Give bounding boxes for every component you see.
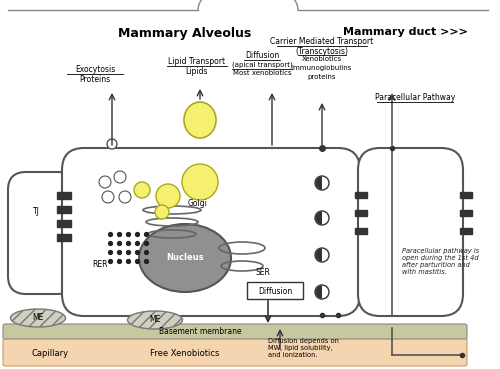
Text: Carrier Mediated Transport: Carrier Mediated Transport: [270, 37, 374, 46]
Text: SER: SER: [256, 268, 271, 277]
Ellipse shape: [119, 191, 131, 203]
Bar: [460, 228, 472, 234]
FancyBboxPatch shape: [62, 148, 360, 316]
Text: Diffusion: Diffusion: [258, 286, 292, 296]
Text: Basement membrane: Basement membrane: [158, 328, 242, 337]
FancyBboxPatch shape: [8, 172, 76, 294]
FancyBboxPatch shape: [358, 148, 463, 316]
Ellipse shape: [155, 205, 169, 219]
Ellipse shape: [182, 164, 218, 200]
Ellipse shape: [156, 184, 180, 208]
Bar: [355, 192, 367, 198]
Text: Lipid Transport: Lipid Transport: [168, 57, 226, 66]
Text: (apical transport): (apical transport): [232, 61, 292, 68]
Ellipse shape: [139, 224, 231, 292]
Ellipse shape: [315, 285, 329, 299]
Ellipse shape: [315, 248, 329, 262]
Text: Nucleus: Nucleus: [166, 254, 204, 262]
Text: Diffusion: Diffusion: [245, 51, 279, 60]
Text: TJ: TJ: [33, 207, 40, 217]
Ellipse shape: [10, 309, 66, 327]
Ellipse shape: [128, 311, 182, 329]
Text: Mammary Alveolus: Mammary Alveolus: [118, 27, 252, 40]
FancyBboxPatch shape: [3, 324, 467, 339]
Text: Golgi: Golgi: [188, 199, 208, 208]
Text: Proteins: Proteins: [80, 75, 110, 84]
Text: Free Xenobiotics: Free Xenobiotics: [150, 348, 220, 358]
Bar: [57, 234, 71, 241]
Text: ME: ME: [150, 315, 160, 324]
Ellipse shape: [315, 211, 329, 225]
Ellipse shape: [184, 102, 216, 138]
Bar: [355, 228, 367, 234]
FancyBboxPatch shape: [247, 282, 303, 299]
Ellipse shape: [315, 176, 329, 190]
Ellipse shape: [99, 176, 111, 188]
Text: proteins: proteins: [308, 74, 336, 80]
Ellipse shape: [134, 182, 150, 198]
Bar: [460, 210, 472, 216]
Text: Mammary duct >>>: Mammary duct >>>: [342, 27, 468, 37]
Bar: [355, 210, 367, 216]
Wedge shape: [316, 248, 322, 262]
Ellipse shape: [114, 171, 126, 183]
Text: Exocytosis: Exocytosis: [75, 65, 115, 74]
Text: Lipids: Lipids: [186, 67, 208, 76]
FancyBboxPatch shape: [3, 338, 467, 366]
Text: Immunoglobulins: Immunoglobulins: [292, 65, 352, 71]
Bar: [57, 206, 71, 213]
Bar: [57, 220, 71, 227]
Wedge shape: [316, 211, 322, 224]
Text: RER: RER: [92, 260, 108, 269]
Text: Xenobiotics: Xenobiotics: [302, 56, 342, 62]
Text: Diffusion depends on
MW, lipid solubility,
and ionization.: Diffusion depends on MW, lipid solubilit…: [268, 338, 339, 358]
Text: Paracellular Pathway: Paracellular Pathway: [375, 93, 455, 102]
Text: Capillary: Capillary: [32, 348, 68, 358]
Wedge shape: [316, 176, 322, 190]
Bar: [460, 192, 472, 198]
Text: ME: ME: [32, 314, 44, 323]
Text: (Transcytosis): (Transcytosis): [296, 47, 348, 56]
Ellipse shape: [107, 139, 117, 149]
Text: Paracellular pathway is
open during the 1st 4d
after parturition and
with mastit: Paracellular pathway is open during the …: [402, 248, 479, 275]
Wedge shape: [316, 286, 322, 299]
Ellipse shape: [102, 191, 114, 203]
Text: Most xenobiotics: Most xenobiotics: [232, 70, 292, 76]
Bar: [57, 192, 71, 199]
